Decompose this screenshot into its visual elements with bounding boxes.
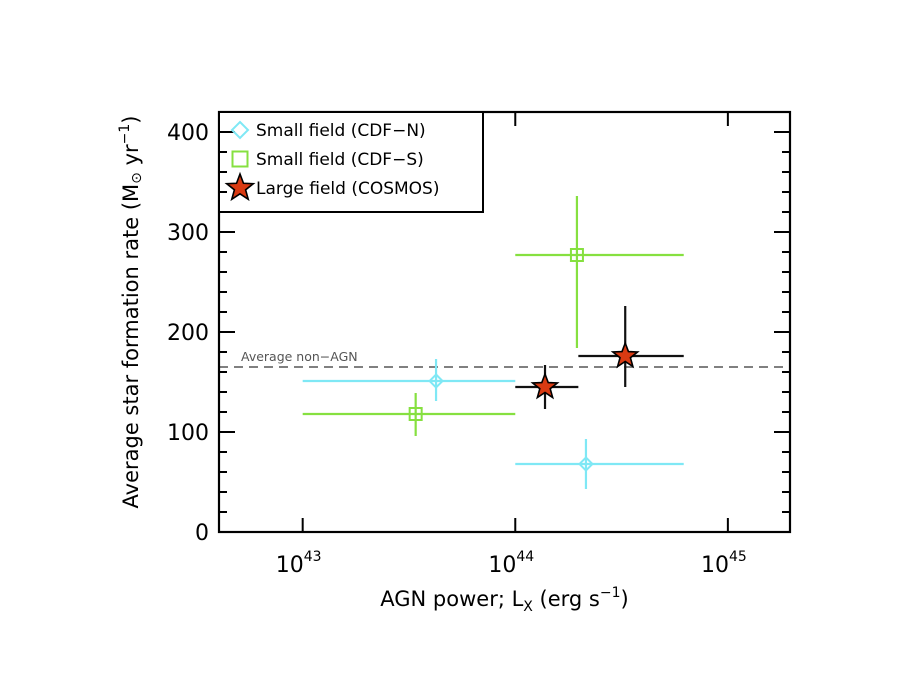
series-diamond	[302, 359, 684, 489]
x-axis-label-main: AGN power; L	[380, 587, 523, 611]
y-tick-label: 200	[167, 321, 209, 346]
series-square	[302, 196, 684, 436]
x-tick-label: 1045	[701, 549, 747, 578]
x-tick-label: 1043	[276, 549, 322, 578]
data-point-star	[530, 371, 560, 400]
data-layer	[302, 196, 684, 489]
data-point-square	[569, 248, 584, 262]
x-axis-label: AGN power; LX (erg s−1)	[380, 585, 628, 615]
data-point-diamond	[578, 456, 594, 472]
legend-marker-diamond	[230, 120, 250, 140]
x-axis-label-unit-exponent: −1	[600, 585, 621, 601]
x-axis-label-close: )	[621, 587, 629, 611]
data-point-diamond	[428, 373, 444, 389]
x-tick-label-exponent: 43	[304, 549, 322, 565]
y-tick-label: 100	[167, 421, 209, 446]
data-point-square	[408, 407, 423, 421]
y-axis-label-unit: yr	[119, 144, 143, 172]
x-tick-label-base: 10	[488, 553, 516, 578]
x-axis-label-unit: (erg s	[533, 587, 600, 611]
legend-items: Small field (CDF−N) Small field (CDF−S) La…	[219, 111, 439, 213]
y-tick-label: 0	[195, 521, 209, 546]
x-tick-label-base: 10	[276, 553, 304, 578]
x-axis-label-subscript: X	[523, 599, 533, 615]
y-axis-label-unit-exponent: −1	[117, 124, 133, 145]
plot-frame	[217, 110, 792, 534]
series-star	[515, 306, 684, 409]
y-axis-label: Average star formation rate (M⊙ yr−1)	[117, 116, 145, 509]
y-axis-label-main: Average star formation rate (M	[119, 184, 143, 509]
legend-box	[218, 111, 484, 213]
x-tick-label-exponent: 45	[729, 549, 747, 565]
y-axis-label-sun-symbol: ⊙	[129, 172, 145, 184]
reference-line-label: Average non−AGN	[241, 349, 358, 364]
legend: Small field (CDF−N) Small field (CDF−S) La…	[218, 111, 484, 213]
y-tick-label: 400	[167, 121, 209, 146]
x-tick-label-base: 10	[701, 553, 729, 578]
y-axis-label-close: )	[119, 116, 143, 124]
x-tick-label-exponent: 44	[516, 549, 534, 565]
legend-label: Small field (CDF−S)	[256, 150, 424, 170]
y-tick-label: 300	[167, 221, 209, 246]
data-point-star	[610, 340, 640, 369]
legend-marker-star	[224, 171, 256, 202]
legend-marker-square	[231, 150, 249, 168]
legend-label: Small field (CDF−N)	[256, 121, 426, 141]
legend-label: Large field (COSMOS)	[256, 179, 439, 199]
x-tick-label: 1044	[488, 549, 534, 578]
